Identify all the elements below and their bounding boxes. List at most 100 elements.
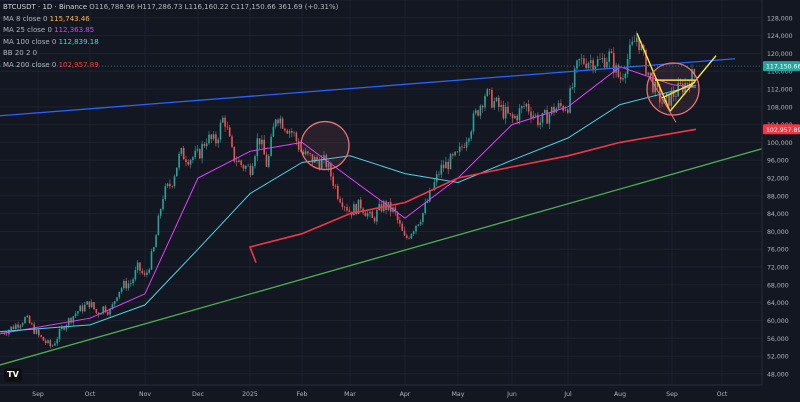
candle-body <box>136 262 139 271</box>
indicator-row[interactable]: MA 100 close 0 112,839.18 <box>3 37 338 49</box>
candle-body <box>12 326 15 330</box>
candle-body <box>130 283 132 284</box>
candle-body <box>304 151 307 155</box>
candle-body <box>493 101 495 108</box>
candle-body <box>603 57 606 68</box>
candle-body <box>454 151 456 156</box>
candle-body <box>84 304 86 312</box>
candle-body <box>544 110 546 113</box>
candle-body <box>307 151 309 154</box>
candle-body <box>28 315 31 324</box>
symbol-label[interactable]: BTCUSDT · 1D · Binance <box>3 3 88 11</box>
candle-body <box>458 146 461 152</box>
candle-body <box>88 301 91 308</box>
candle-body <box>199 149 201 159</box>
time-tick-label: Dec <box>192 391 205 398</box>
annotation-circle-sep[interactable] <box>646 62 700 116</box>
candle-body <box>286 130 288 134</box>
price-tick-label: 60,000 <box>767 318 789 325</box>
time-axis[interactable] <box>0 385 800 402</box>
price-tick-label: 108,000 <box>767 104 793 111</box>
indicator-row[interactable]: BB 20 2 0 <box>3 48 338 60</box>
candle-body <box>518 108 521 121</box>
trendline-yellow-triangle-bottom[interactable] <box>661 81 696 99</box>
indicator-row[interactable]: MA 25 close 0 112,363.85 <box>3 25 338 37</box>
price-tick-label: 96,000 <box>767 158 789 165</box>
candle-body <box>622 78 624 80</box>
candle-body <box>182 148 185 160</box>
candle-body <box>272 126 275 137</box>
candle-body <box>212 134 215 140</box>
candle-body <box>284 128 286 131</box>
current-price-badge <box>763 61 800 72</box>
candle-body <box>576 60 578 69</box>
candle-body <box>514 115 516 119</box>
candle-body <box>95 309 98 313</box>
candle-body <box>527 103 530 112</box>
candle-body <box>640 45 643 51</box>
ohlc-values: O116,788.96 H117,286.73 L116,160.22 C117… <box>89 3 339 11</box>
candle-body <box>5 333 8 335</box>
candle-body <box>585 63 587 68</box>
candle-body <box>258 138 261 145</box>
candle-body <box>410 233 413 239</box>
candle-body <box>157 215 160 236</box>
symbol-row[interactable]: BTCUSDT · 1D · Binance O116,788.96 H117,… <box>3 2 338 14</box>
time-tick-label: Sep <box>666 391 678 398</box>
candle-body <box>35 329 38 334</box>
candle-body <box>567 109 569 113</box>
candle-body <box>113 301 116 305</box>
price-tick-label: 84,000 <box>767 211 789 218</box>
trendline-green-support[interactable] <box>0 137 800 366</box>
candle-body <box>583 58 585 64</box>
candle-body <box>318 160 321 169</box>
price-tick-label: 80,000 <box>767 229 789 236</box>
candle-body <box>417 224 420 226</box>
candle-body <box>164 186 167 200</box>
candle-body <box>461 146 463 148</box>
tradingview-logo-icon[interactable]: TV <box>4 368 22 382</box>
candle-body <box>49 340 52 347</box>
candle-body <box>127 283 130 289</box>
candle-body <box>360 199 362 209</box>
candle-body <box>210 134 213 140</box>
time-tick-label: Apr <box>400 391 411 398</box>
candle-body <box>656 81 659 88</box>
indicator-value: 115,743.46 <box>49 14 90 23</box>
time-tick-label: Oct <box>85 391 96 398</box>
candle-body <box>456 151 459 153</box>
candle-body <box>498 97 500 107</box>
trendline-blue-resistance[interactable] <box>0 58 736 117</box>
candle-body <box>557 103 560 109</box>
candle-body <box>17 324 19 328</box>
candle-body <box>339 198 341 203</box>
time-tick-label: Nov <box>139 391 151 398</box>
candle-body <box>504 106 507 119</box>
candle-body <box>77 311 79 314</box>
ma200-price-badge <box>763 124 800 135</box>
candle-body <box>143 273 146 275</box>
candle-body <box>479 105 482 116</box>
candle-body <box>353 204 355 216</box>
candle-body <box>178 153 180 168</box>
ma-line-100 <box>0 84 697 333</box>
candle-body <box>495 97 498 102</box>
annotation-circle-feb[interactable] <box>300 120 350 171</box>
candle-body <box>245 165 247 169</box>
candle-body <box>247 165 249 167</box>
candle-body <box>523 106 525 107</box>
candle-body <box>201 143 203 159</box>
candle-body <box>72 316 75 323</box>
candle-body <box>608 51 610 62</box>
ma200-price-label: 102,957.89 <box>766 127 800 134</box>
price-tick-label: 100,000 <box>767 140 793 147</box>
candle-body <box>613 53 615 73</box>
indicator-label: MA 100 close 0 <box>3 37 59 46</box>
indicator-row[interactable]: MA 200 close 0 102,957.89 <box>3 60 338 72</box>
candle-body <box>419 222 422 225</box>
candle-body <box>337 185 339 199</box>
indicator-row[interactable]: MA 8 close 0 115,743.46 <box>3 14 338 26</box>
candle-body <box>475 110 477 114</box>
candle-body <box>571 87 574 89</box>
